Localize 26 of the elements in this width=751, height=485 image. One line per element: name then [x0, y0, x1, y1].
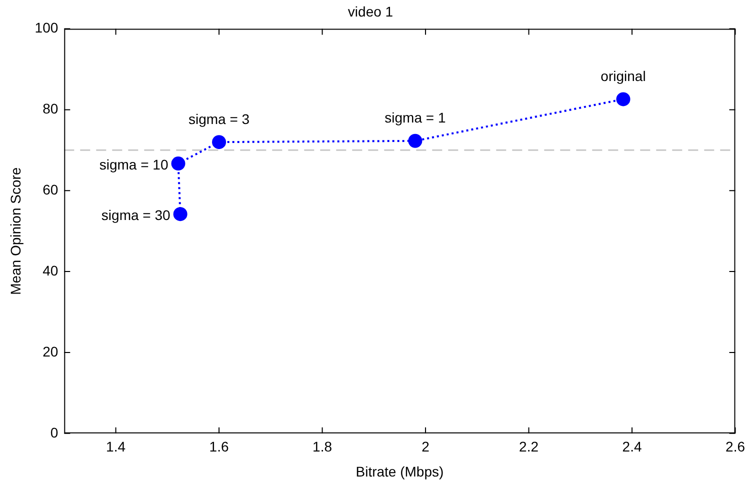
x-tick-label: 2	[422, 438, 430, 455]
x-tick-label: 2.2	[519, 438, 539, 455]
annotation: original	[600, 68, 646, 84]
y-axis-title: Mean Opinion Score	[7, 167, 24, 295]
y-tick-label: 20	[42, 343, 58, 360]
chart-title: video 1	[348, 3, 394, 20]
y-tick-label: 100	[34, 20, 58, 36]
y-tick-label: 60	[42, 182, 58, 198]
y-tick-label: 80	[42, 100, 58, 117]
annotation: sigma = 10	[99, 156, 168, 172]
point	[408, 134, 422, 148]
annotation: sigma = 3	[188, 110, 250, 127]
x-tick-label: 1.4	[106, 438, 126, 455]
point	[173, 207, 188, 222]
y-tick-label: 0	[50, 424, 58, 440]
x-axis-title: Bitrate (Mbps)	[356, 463, 444, 480]
x-tick-label: 1.8	[312, 438, 332, 455]
point	[171, 156, 186, 171]
annotation: sigma = 30	[101, 206, 171, 223]
annotation: sigma = 1	[384, 110, 446, 126]
y-tick-label: 40	[42, 262, 58, 278]
point	[616, 92, 630, 106]
x-tick-label: 1.6	[209, 438, 229, 455]
x-tick-label: 2.6	[726, 438, 746, 455]
point	[212, 135, 226, 150]
x-tick-label: 2.4	[622, 438, 642, 455]
